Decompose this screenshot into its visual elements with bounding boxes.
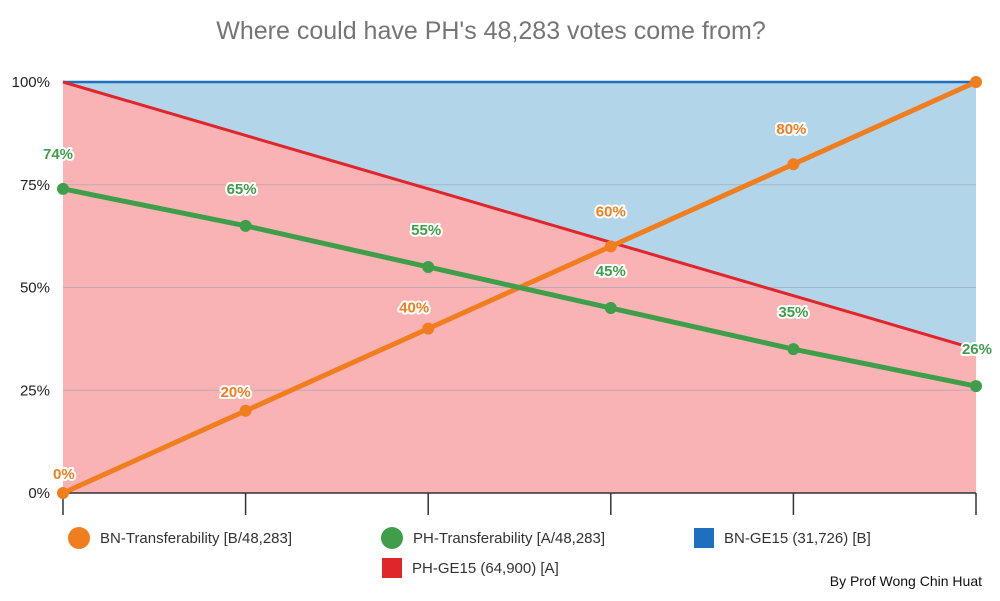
data-label-ph-transferability-4: 35%: [778, 304, 808, 321]
point-ph-transferability-4: [787, 343, 800, 356]
legend-label-ph-transferability: PH-Transferability [A/48,283]: [413, 529, 606, 547]
data-label-bn-transferability-0: 0%: [53, 466, 75, 483]
y-tick-label-50pct: 50%: [20, 280, 50, 297]
point-bn-transferability-1: [239, 404, 252, 417]
y-tick-label-100pct: 100%: [12, 74, 50, 91]
data-label-ph-transferability-2: 55%: [411, 222, 441, 239]
legend-item-bn-ge15: BN-GE15 (31,726) [B]: [694, 528, 871, 548]
legend-label-bn-ge15: BN-GE15 (31,726) [B]: [724, 529, 871, 547]
legend-item-ph-ge15: PH-GE15 (64,900) [A]: [382, 558, 559, 578]
legend-label-ph-ge15: PH-GE15 (64,900) [A]: [412, 559, 559, 577]
legend-label-bn-transferability: BN-Transferability [B/48,283]: [100, 529, 293, 547]
data-label-ph-transferability-0: 74%: [43, 146, 73, 163]
y-tick-label-25pct: 25%: [20, 382, 50, 399]
data-label-ph-transferability-5: 26%: [962, 341, 992, 358]
point-bn-transferability-5: [970, 76, 982, 88]
data-label-ph-transferability-3: 45%: [596, 263, 626, 280]
legend-swatch-ph-ge15: [382, 558, 402, 578]
point-ph-transferability-3: [604, 302, 617, 315]
legend-swatch-ph-transferability: [381, 527, 403, 549]
line-ph-transferability: [62, 186, 977, 389]
data-label-bn-transferability-3: 60%: [596, 203, 626, 220]
y-tick-label-0pct: 0%: [28, 485, 50, 502]
data-label-bn-transferability-1: 20%: [221, 384, 251, 401]
point-bn-transferability-3: [604, 240, 617, 253]
author-credit: By Prof Wong Chin Huat: [829, 573, 982, 589]
legend-item-ph-transferability: PH-Transferability [A/48,283]: [381, 527, 605, 549]
point-ph-transferability-5: [970, 380, 982, 393]
point-bn-transferability-0: [57, 487, 69, 499]
point-bn-transferability-4: [787, 158, 800, 171]
y-tick-label-75pct: 75%: [20, 177, 50, 194]
data-label-ph-transferability-1: 65%: [227, 181, 257, 198]
legend-swatch-bn-transferability: [68, 527, 90, 549]
legend-item-bn-transferability: BN-Transferability [B/48,283]: [68, 527, 292, 549]
data-label-bn-transferability-4: 80%: [776, 121, 806, 138]
point-ph-transferability-1: [239, 219, 252, 232]
line-ph-ge15: [62, 80, 977, 351]
point-ph-transferability-2: [422, 260, 435, 273]
point-ph-transferability-0: [57, 182, 69, 195]
point-bn-transferability-2: [422, 322, 435, 335]
legend-swatch-bn-ge15: [694, 528, 714, 548]
chart-title: Where could have PH's 48,283 votes come …: [216, 17, 766, 45]
data-label-bn-transferability-2: 40%: [399, 300, 429, 317]
